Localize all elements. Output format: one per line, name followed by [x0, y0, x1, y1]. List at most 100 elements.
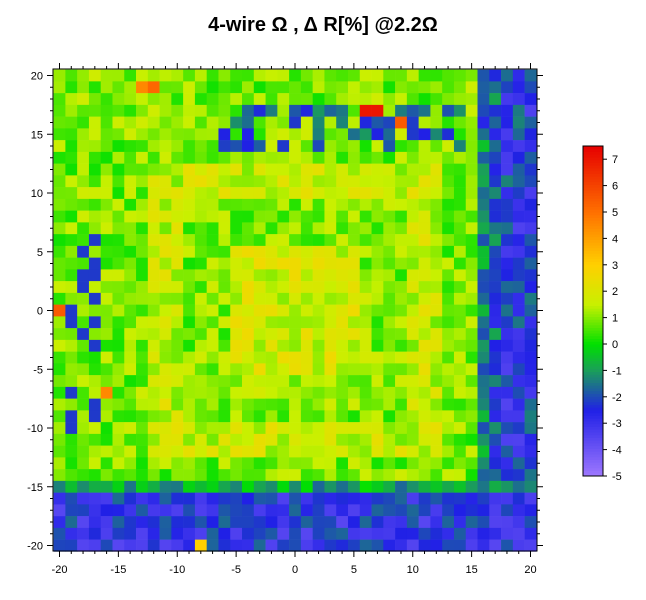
colorbar-segment: [583, 203, 603, 207]
heatmap-cell: [312, 304, 325, 317]
heatmap-cell: [442, 175, 455, 188]
heatmap-cell: [324, 187, 337, 200]
heatmap-cell: [77, 363, 90, 376]
colorbar-segment: [583, 313, 603, 317]
heatmap-cell: [194, 363, 207, 376]
heatmap-cell: [112, 292, 125, 305]
heatmap-cell: [465, 198, 478, 211]
heatmap-cell: [324, 363, 337, 376]
heatmap-cell: [206, 445, 219, 458]
heatmap-cell: [300, 398, 313, 411]
heatmap-cell: [300, 480, 313, 493]
heatmap-cell: [112, 128, 125, 141]
heatmap-cell: [53, 386, 66, 399]
heatmap-cell: [194, 469, 207, 482]
heatmap-cell: [324, 316, 337, 329]
heatmap-cell: [147, 398, 160, 411]
heatmap-cell: [524, 222, 537, 235]
heatmap-cell: [489, 351, 502, 364]
colorbar-segment: [583, 184, 603, 188]
heatmap-cell: [112, 316, 125, 329]
heatmap-cell: [383, 104, 396, 117]
colorbar-segment: [583, 234, 603, 238]
colorbar-segment: [583, 272, 603, 276]
heatmap-cell: [465, 386, 478, 399]
heatmap-cell: [124, 128, 137, 141]
heatmap-cell: [406, 386, 419, 399]
heatmap-cell: [524, 210, 537, 223]
heatmap-cell: [501, 128, 514, 141]
heatmap-cell: [406, 339, 419, 352]
heatmap-cell: [136, 539, 149, 552]
colorbar-segment: [583, 385, 603, 389]
heatmap-cell: [77, 410, 90, 423]
heatmap-cell: [371, 375, 384, 388]
heatmap-cell: [159, 69, 172, 82]
heatmap-cell: [100, 210, 113, 223]
heatmap-cell: [289, 328, 302, 341]
heatmap-cell: [406, 198, 419, 211]
heatmap-cell: [77, 128, 90, 141]
heatmap-cell: [277, 234, 290, 247]
heatmap-cell: [124, 257, 137, 270]
heatmap-cell: [100, 527, 113, 540]
heatmap-cell: [218, 516, 231, 529]
heatmap-cell: [442, 245, 455, 258]
heatmap-cell: [65, 422, 78, 435]
heatmap-cell: [453, 469, 467, 482]
heatmap-cell: [324, 480, 337, 493]
heatmap-cell: [253, 469, 266, 482]
heatmap-cell: [347, 140, 361, 153]
heatmap-cell: [159, 527, 172, 540]
heatmap-cell: [383, 269, 396, 282]
heatmap-cell: [501, 245, 514, 258]
heatmap-cell: [265, 151, 278, 164]
heatmap-cell: [324, 210, 337, 223]
heatmap-cell: [289, 504, 302, 517]
heatmap-cell: [430, 128, 443, 141]
heatmap-cell: [347, 422, 361, 435]
heatmap-cell: [430, 445, 443, 458]
heatmap-cell: [136, 257, 149, 270]
heatmap-cell: [194, 151, 207, 164]
heatmap-cell: [218, 187, 231, 200]
heatmap-cell: [147, 187, 160, 200]
colorbar-segment: [583, 283, 603, 287]
heatmap-cell: [100, 351, 113, 364]
heatmap-cell: [206, 386, 219, 399]
heatmap-cell: [465, 339, 478, 352]
heatmap-cell: [194, 81, 207, 94]
heatmap-cell: [65, 304, 78, 317]
heatmap-cell: [430, 363, 443, 376]
heatmap-cell: [395, 457, 408, 470]
heatmap-cell: [489, 339, 502, 352]
heatmap-cell: [194, 257, 207, 270]
heatmap-cell: [359, 469, 372, 482]
colorbar-segment: [583, 173, 603, 177]
heatmap-cell: [501, 363, 514, 376]
heatmap-cell: [53, 516, 66, 529]
heatmap-cell: [289, 198, 302, 211]
heatmap-cell: [159, 210, 172, 223]
heatmap-cell: [312, 69, 325, 82]
heatmap-cell: [430, 292, 443, 305]
heatmap-cell: [512, 116, 525, 129]
heatmap-cell: [359, 304, 372, 317]
heatmap-cell: [277, 140, 290, 153]
colorbar-segment: [583, 261, 603, 265]
heatmap-cell: [418, 386, 431, 399]
heatmap-cell: [395, 316, 408, 329]
heatmap-cell: [136, 504, 149, 517]
heatmap-cell: [112, 480, 125, 493]
heatmap-cell: [406, 222, 419, 235]
heatmap-cell: [218, 269, 231, 282]
heatmap-cell: [171, 351, 184, 364]
heatmap-cell: [371, 257, 384, 270]
heatmap-cell: [289, 116, 302, 129]
colorbar-segment: [583, 396, 603, 400]
heatmap-cell: [277, 363, 290, 376]
heatmap-cell: [194, 304, 207, 317]
heatmap-cell: [442, 234, 455, 247]
heatmap-cell: [324, 386, 337, 399]
heatmap-cell: [501, 398, 514, 411]
